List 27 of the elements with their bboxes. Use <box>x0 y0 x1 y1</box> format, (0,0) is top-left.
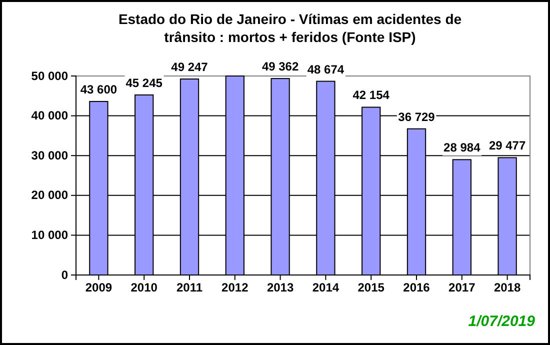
y-tick-label: 10 000 <box>31 228 68 242</box>
data-label: 49 247 <box>171 60 208 74</box>
data-label: 42 154 <box>352 88 390 102</box>
data-label: 48 674 <box>307 62 344 76</box>
text: 1/07/2019 <box>468 313 536 330</box>
data-label: 29 477 <box>488 138 526 153</box>
y-tick-label: 0 <box>61 268 68 282</box>
y-tick-label: 50 000 <box>31 68 68 83</box>
data-label: 43 600 <box>80 82 118 96</box>
x-tick-label: 2013 <box>266 280 294 295</box>
y-tick-label: 30 000 <box>31 148 68 162</box>
chart-title: Estado do Rio de Janeiro - Vítimas em acidentes de trânsito : mortos + feridos (Fonte ISP) <box>118 11 462 45</box>
x-tick-label: 2011 <box>176 280 203 295</box>
data-label: 36 729 <box>398 110 436 124</box>
y-tick-label: 40 000 <box>31 108 68 123</box>
x-tick-label: 2018 <box>494 280 521 295</box>
x-tick-label: 2010 <box>130 280 158 295</box>
x-tick-label: 2014 <box>312 280 340 295</box>
x-tick-label: 2015 <box>358 280 385 295</box>
x-tick-label: 2012 <box>222 280 249 295</box>
data-label: 28 984 <box>444 140 481 155</box>
x-tick-label: 2016 <box>403 280 430 295</box>
data-label: 49 362 <box>262 60 299 74</box>
x-tick-label: 2009 <box>85 280 112 295</box>
data-label: 45 245 <box>126 76 163 90</box>
y-tick-label: 20 000 <box>31 188 68 202</box>
x-tick-label: 2017 <box>448 280 476 295</box>
